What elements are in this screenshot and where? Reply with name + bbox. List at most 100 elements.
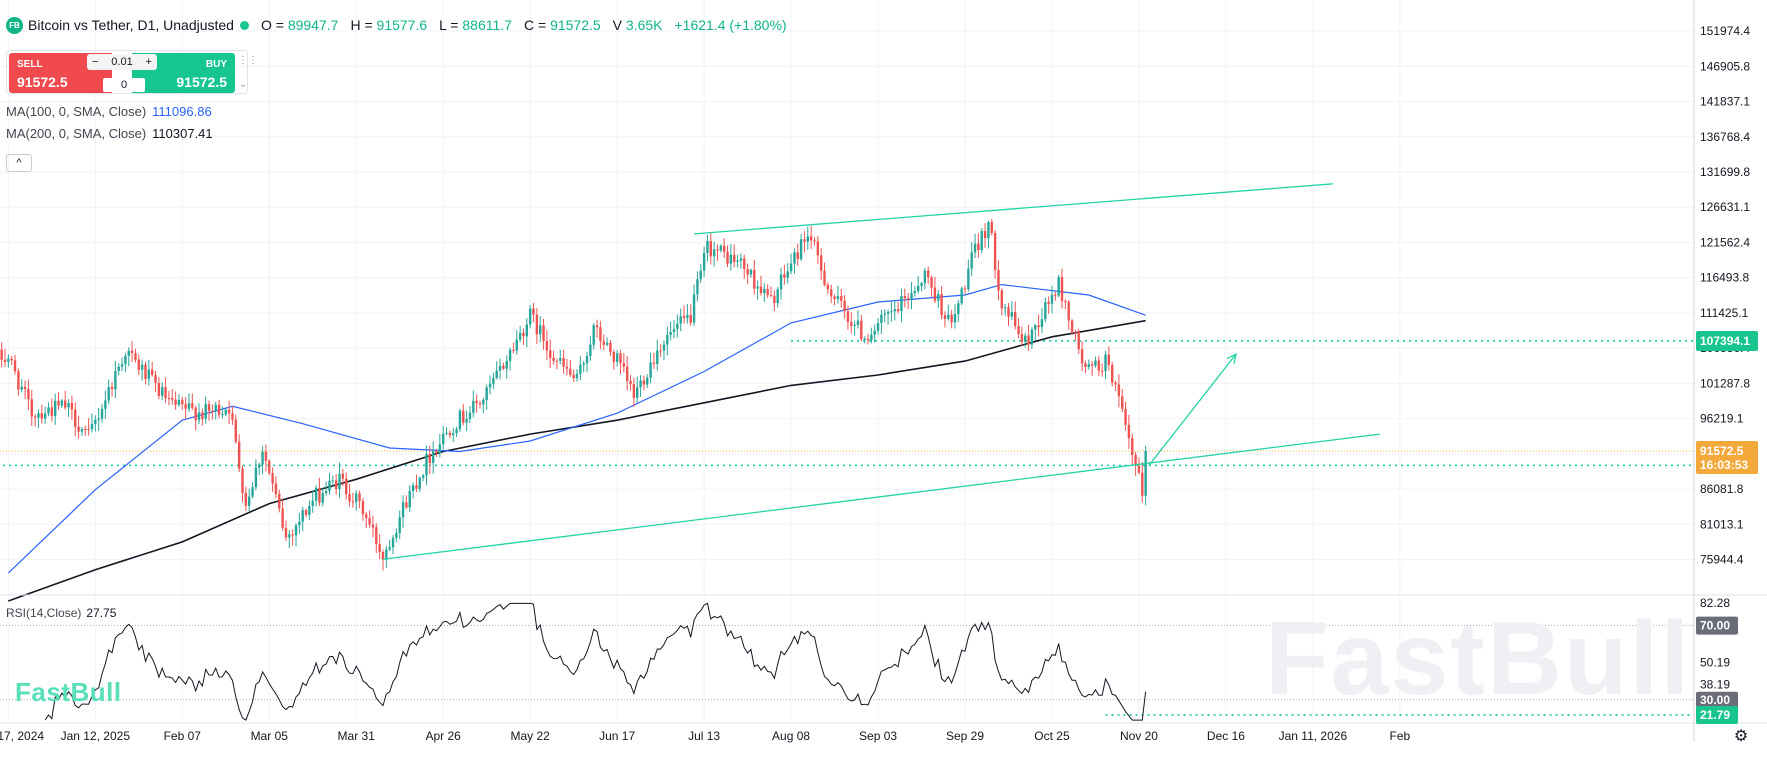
candle-body-98 <box>324 490 328 493</box>
candle-body-330 <box>1100 370 1104 372</box>
candle-body-92 <box>304 510 308 515</box>
candle-body-130 <box>431 451 435 463</box>
candle-body-303 <box>1010 312 1014 317</box>
rsi-badge-70-text: 70.00 <box>1700 619 1730 633</box>
time-tick-label-15: Jan 11, 2026 <box>1279 729 1348 743</box>
candle-body-164 <box>545 340 549 351</box>
candle-body-184 <box>612 352 615 362</box>
candle-body-69 <box>227 409 231 414</box>
candle-body-168 <box>559 358 562 361</box>
candle-body-316 <box>1054 294 1057 296</box>
candle-body-264 <box>880 314 883 324</box>
drag-handle-icon[interactable]: ⋮⋮ <box>238 55 258 66</box>
candle-body-285 <box>950 314 953 323</box>
minus-button[interactable]: − <box>92 56 99 68</box>
candle-body-261 <box>870 334 873 341</box>
candle-body-31 <box>100 408 104 419</box>
candle-body-50 <box>164 387 167 399</box>
candle-body-209 <box>696 279 699 295</box>
candle-body-93 <box>308 505 311 515</box>
candle-body-342 <box>1141 472 1144 496</box>
price-tick-label-2: 141837.1 <box>1700 95 1750 109</box>
axes: 151974.4 146905.8 141837.1 136768.4 131699.8… <box>0 0 1767 745</box>
candle-body-267 <box>890 311 893 313</box>
candle-body-122 <box>405 502 408 508</box>
candle-body-36 <box>117 366 120 371</box>
quantity-input[interactable]: 0 <box>103 78 145 92</box>
candle-body-147 <box>488 383 492 388</box>
candle-body-343 <box>1144 450 1147 496</box>
candle-body-160 <box>532 308 535 315</box>
candle-body-213 <box>709 241 712 257</box>
candle-body-49 <box>161 387 164 396</box>
symbol-title[interactable]: Bitcoin vs Tether, D1, Unadjusted <box>28 17 234 33</box>
candle-body-294 <box>980 231 983 251</box>
price-tick-label-3: 136768.4 <box>1700 130 1750 144</box>
candle-body-73 <box>241 468 244 493</box>
candle-body-334 <box>1114 382 1117 385</box>
candle-body-279 <box>930 277 933 288</box>
time-tick-label-11: Sep 29 <box>946 729 984 743</box>
rsi-legend[interactable]: RSI(14,Close) 27.75 <box>6 606 117 620</box>
candle-body-128 <box>425 453 428 476</box>
candle-body-81 <box>268 460 271 474</box>
candle-body-140 <box>465 419 468 423</box>
candle-body-220 <box>733 254 736 263</box>
ma200-legend[interactable]: MA(200, 0, SMA, Close) 110307.41 <box>6 126 213 141</box>
candle-body-162 <box>539 325 542 335</box>
buy-price: 91572.5 <box>176 74 227 90</box>
candle-body-234 <box>779 274 783 290</box>
candle-body-203 <box>676 323 679 330</box>
candle-body-228 <box>759 286 763 294</box>
candle-body-108 <box>358 493 361 502</box>
candle-body-169 <box>562 358 565 367</box>
candle-body-135 <box>448 432 452 436</box>
candle-body-142 <box>472 400 475 413</box>
candle-body-210 <box>699 270 702 280</box>
candle-body-208 <box>692 294 696 323</box>
candle-body-4 <box>10 358 13 361</box>
candle-body-151 <box>502 365 505 369</box>
candle-body-304 <box>1013 312 1017 327</box>
candle-body-296 <box>987 222 990 239</box>
candle-body-65 <box>214 404 217 411</box>
candle-body-243 <box>809 236 813 241</box>
candle-body-172 <box>572 374 575 379</box>
candle-body-116 <box>385 549 388 560</box>
candle-body-199 <box>662 344 666 351</box>
candle-body-163 <box>542 325 545 341</box>
candle-body-194 <box>646 377 649 385</box>
candle-body-302 <box>1007 307 1010 317</box>
candle-body-324 <box>1080 349 1084 364</box>
candle-body-270 <box>900 296 903 312</box>
candle-body-97 <box>321 492 324 503</box>
candle-body-318 <box>1060 277 1064 302</box>
candle-body-186 <box>619 353 622 364</box>
candle-body-119 <box>395 532 398 538</box>
rsi-badge-70-bg <box>1696 616 1738 635</box>
collapse-legend-button[interactable]: ^ <box>6 154 32 172</box>
ma100-legend[interactable]: MA(100, 0, SMA, Close) 111096.86 <box>6 104 212 119</box>
candle-body-48 <box>157 382 161 396</box>
candle-body-35 <box>114 370 117 390</box>
candle-body-223 <box>743 258 746 269</box>
candle-body-175 <box>582 363 585 365</box>
candle-body-212 <box>706 241 709 253</box>
candle-body-123 <box>408 490 411 508</box>
chevron-down-icon[interactable]: ⌄ <box>239 79 248 90</box>
candle-body-298 <box>993 233 997 271</box>
symbol-header: FB Bitcoin vs Tether, D1, Unadjusted O =… <box>6 15 787 35</box>
candle-body-202 <box>672 329 676 333</box>
fastbull-brand-logo: FastBull <box>15 677 122 707</box>
candle-body-181 <box>602 341 605 345</box>
candle-body-149 <box>495 370 498 378</box>
candle-body-74 <box>244 492 248 506</box>
gear-icon[interactable]: ⚙ <box>1734 728 1748 745</box>
candle-body-272 <box>906 298 910 300</box>
price-change: +1621.4 (+1.80%) <box>674 17 787 33</box>
rsi-badge-current-bg <box>1696 705 1738 724</box>
candle-body-137 <box>455 429 458 434</box>
plus-button[interactable]: + <box>145 56 152 68</box>
